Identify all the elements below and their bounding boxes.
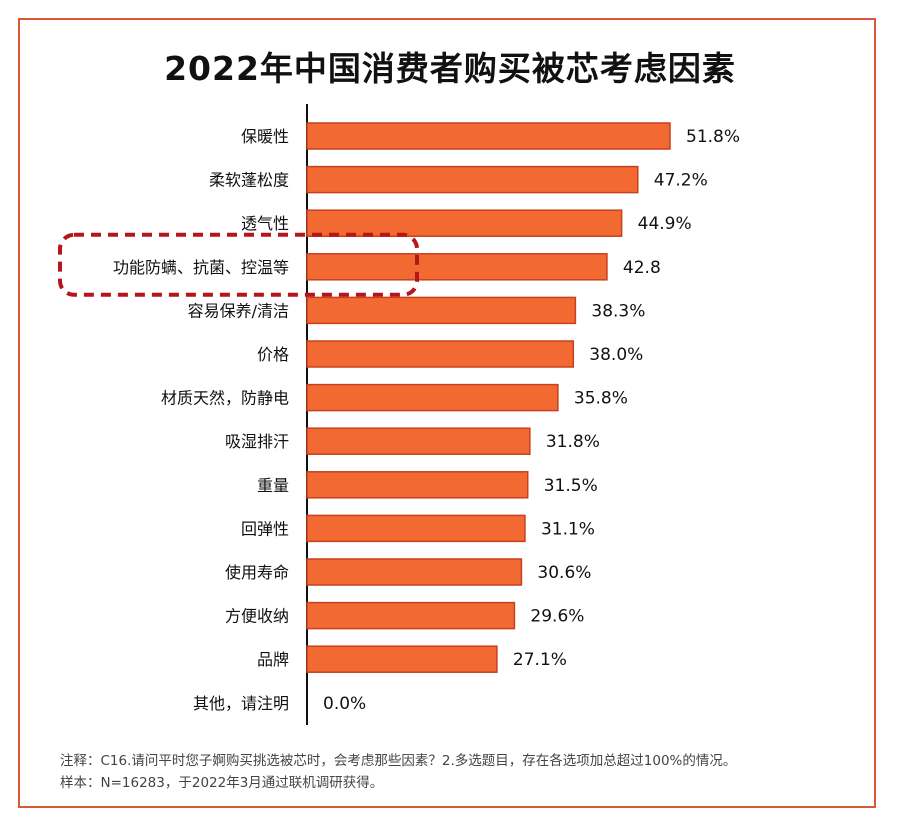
value-label: 0.0%: [323, 694, 366, 714]
category-label: 方便收纳: [225, 607, 289, 626]
category-label: 其他，请注明: [193, 694, 289, 713]
chart-note-1: 注释：C16.请问平时您子婀购买挑选被芯时，会考虑那些因素？2.多选题目，存在各…: [60, 753, 737, 769]
category-label: 回弹性: [241, 519, 289, 538]
bar: [306, 514, 526, 543]
category-label: 容易保养/清洁: [188, 301, 289, 320]
value-label: 29.6%: [530, 607, 584, 627]
value-label: 42.8: [623, 258, 661, 278]
category-label: 功能防螨、抗菌、控温等: [113, 258, 289, 277]
category-label: 重量: [257, 476, 289, 495]
bar: [306, 122, 671, 150]
bar: [306, 427, 531, 455]
bar: [306, 383, 559, 412]
bar: [306, 296, 577, 325]
bar: [306, 209, 623, 237]
bar: [306, 165, 639, 194]
category-label: 保暖性: [241, 127, 289, 146]
value-label: 31.8%: [546, 432, 600, 452]
bar: [306, 645, 498, 673]
category-label: 材质天然，防静电: [161, 389, 289, 408]
bar: [306, 558, 523, 586]
value-label: 38.0%: [589, 345, 643, 365]
value-label: 27.1%: [513, 650, 567, 670]
value-label: 51.8%: [686, 127, 740, 147]
category-label: 品牌: [257, 650, 289, 669]
chart-frame: [18, 18, 876, 808]
value-label: 31.5%: [544, 476, 598, 496]
category-label: 透气性: [241, 214, 289, 233]
value-label: 44.9%: [638, 214, 692, 234]
bar: [306, 253, 608, 281]
highlight-dashed-box: [58, 232, 419, 297]
value-label: 30.6%: [537, 563, 591, 583]
bar: [306, 471, 529, 499]
bar: [306, 340, 575, 368]
value-label: 31.1%: [541, 519, 595, 539]
category-label: 使用寿命: [225, 563, 289, 582]
category-label: 柔软蓬松度: [209, 171, 289, 190]
chart-note-2: 样本：N=16283，于2022年3月通过联机调研获得。: [60, 775, 384, 791]
value-label: 47.2%: [654, 171, 708, 191]
chart-title: 2022年中国消费者购买被芯考虑因素: [164, 49, 736, 88]
category-label: 吸湿排汗: [225, 432, 289, 451]
value-label: 35.8%: [574, 389, 628, 409]
bar: [306, 601, 516, 630]
category-label: 价格: [257, 345, 289, 364]
value-label: 38.3%: [591, 301, 645, 321]
